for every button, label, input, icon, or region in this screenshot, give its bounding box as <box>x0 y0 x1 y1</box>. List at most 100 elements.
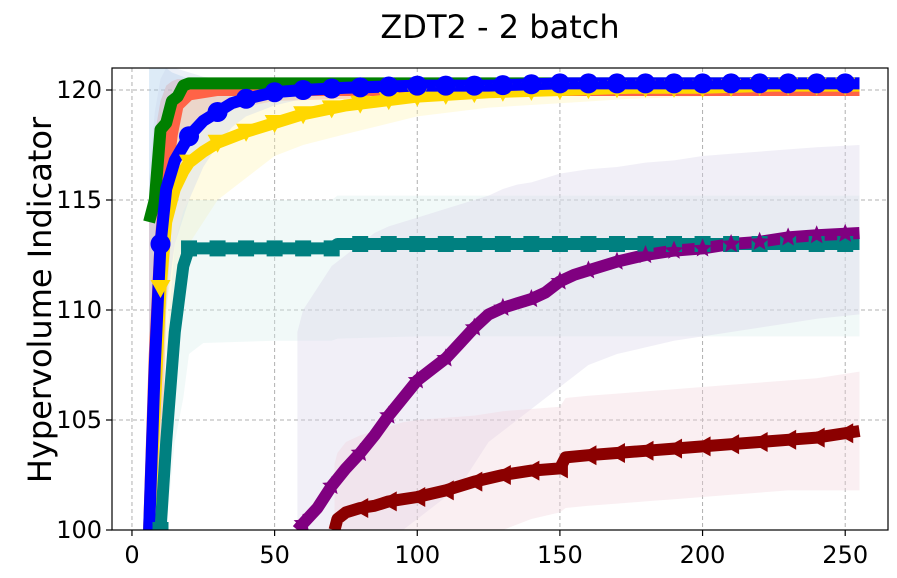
data-point-marker <box>350 95 371 114</box>
x-marker-stroke <box>184 78 194 89</box>
data-point-marker <box>492 75 513 96</box>
data-point-marker <box>378 76 399 97</box>
data-point-marker <box>521 460 540 481</box>
y-tick-label: 105 <box>56 406 102 434</box>
data-point-marker <box>835 223 855 242</box>
data-point-marker <box>749 432 768 452</box>
data-point-marker <box>608 236 625 252</box>
data-point-marker <box>807 225 827 244</box>
confidence-band <box>149 79 860 530</box>
data-point-marker <box>464 317 484 336</box>
x-marker-stroke <box>155 124 166 135</box>
chart-title: ZDT2 - 2 batch <box>380 8 619 46</box>
data-point-marker <box>749 73 770 94</box>
data-point-marker <box>293 106 314 125</box>
y-tick-label: 120 <box>56 76 102 104</box>
data-point-marker <box>241 78 251 89</box>
data-point-marker <box>721 73 742 94</box>
data-point-marker <box>492 465 511 485</box>
data-point-marker <box>435 75 456 96</box>
data-point-marker <box>293 80 314 100</box>
x-tick-label: 250 <box>822 541 868 569</box>
data-point-marker <box>436 348 456 367</box>
data-point-marker <box>407 487 426 507</box>
data-point-marker <box>664 438 683 459</box>
data-point-marker <box>606 443 625 463</box>
data-point-marker <box>837 236 854 252</box>
data-point-marker <box>778 73 799 94</box>
data-point-marker <box>321 100 342 119</box>
data-point-marker <box>181 240 198 257</box>
data-point-marker <box>407 370 427 389</box>
data-point-marker <box>380 236 397 252</box>
data-point-marker <box>150 280 171 298</box>
data-point-marker <box>692 73 713 94</box>
x-tick-label: 0 <box>124 541 139 569</box>
data-point-marker <box>635 440 654 461</box>
y-axis-label: Hypervolume Indicator <box>21 116 59 483</box>
data-point-marker <box>578 445 597 466</box>
data-point-marker <box>549 458 568 479</box>
confidence-band <box>160 195 860 530</box>
data-point-marker <box>635 73 656 94</box>
confidence-bands <box>149 68 860 530</box>
x-marker-stroke <box>212 78 223 89</box>
data-point-marker <box>264 82 285 103</box>
data-point-marker <box>551 236 568 252</box>
data-point-marker <box>236 88 257 109</box>
data-point-marker <box>236 123 257 142</box>
x-tick-label: 50 <box>259 541 290 569</box>
data-point-marker <box>209 240 226 257</box>
data-point-marker <box>578 73 599 94</box>
series-markers <box>150 73 856 530</box>
data-point-marker <box>293 513 313 530</box>
data-point-marker <box>409 236 426 252</box>
data-point-marker <box>750 231 770 250</box>
data-point-marker <box>664 73 685 94</box>
data-point-marker <box>212 78 223 89</box>
data-point-marker <box>664 240 684 259</box>
y-tick-label: 115 <box>56 186 102 214</box>
data-point-marker <box>606 73 627 94</box>
data-point-marker <box>692 436 711 457</box>
data-point-marker <box>179 154 200 173</box>
x-tick-label: 150 <box>537 541 583 569</box>
data-point-marker <box>521 289 541 308</box>
data-point-marker <box>150 234 171 254</box>
x-tick-label: 200 <box>680 541 726 569</box>
data-point-marker <box>207 102 228 122</box>
data-point-marker <box>778 227 798 246</box>
data-point-marker <box>379 405 399 424</box>
data-point-marker <box>179 126 200 147</box>
data-point-marker <box>578 260 598 279</box>
y-tick-label: 110 <box>56 296 102 324</box>
data-point-marker <box>464 471 483 492</box>
data-point-marker <box>721 434 740 455</box>
x-tick-label: 100 <box>394 541 440 569</box>
data-point-marker <box>494 236 511 252</box>
data-point-marker <box>523 236 540 252</box>
data-point-marker <box>407 75 428 96</box>
x-marker-stroke <box>241 78 251 89</box>
data-point-marker <box>835 423 854 444</box>
data-point-marker <box>778 429 797 450</box>
data-point-marker <box>437 236 454 252</box>
data-point-marker <box>806 73 827 94</box>
data-point-marker <box>435 480 454 501</box>
y-axis-ticks: 100 105 110 115 120 <box>56 76 112 544</box>
data-point-marker <box>493 297 513 316</box>
data-point-marker <box>238 240 255 257</box>
data-point-marker <box>322 476 342 495</box>
data-point-marker <box>350 498 369 518</box>
data-point-marker <box>637 236 654 252</box>
data-point-marker <box>549 73 570 94</box>
data-point-marker <box>378 491 397 512</box>
plot-frame <box>111 67 889 531</box>
data-point-marker <box>521 74 542 95</box>
data-point-marker <box>207 134 228 153</box>
data-point-marker <box>466 236 483 252</box>
data-point-marker <box>295 240 312 257</box>
data-point-marker <box>152 522 169 530</box>
data-point-marker <box>323 240 340 257</box>
data-point-marker <box>155 124 166 135</box>
